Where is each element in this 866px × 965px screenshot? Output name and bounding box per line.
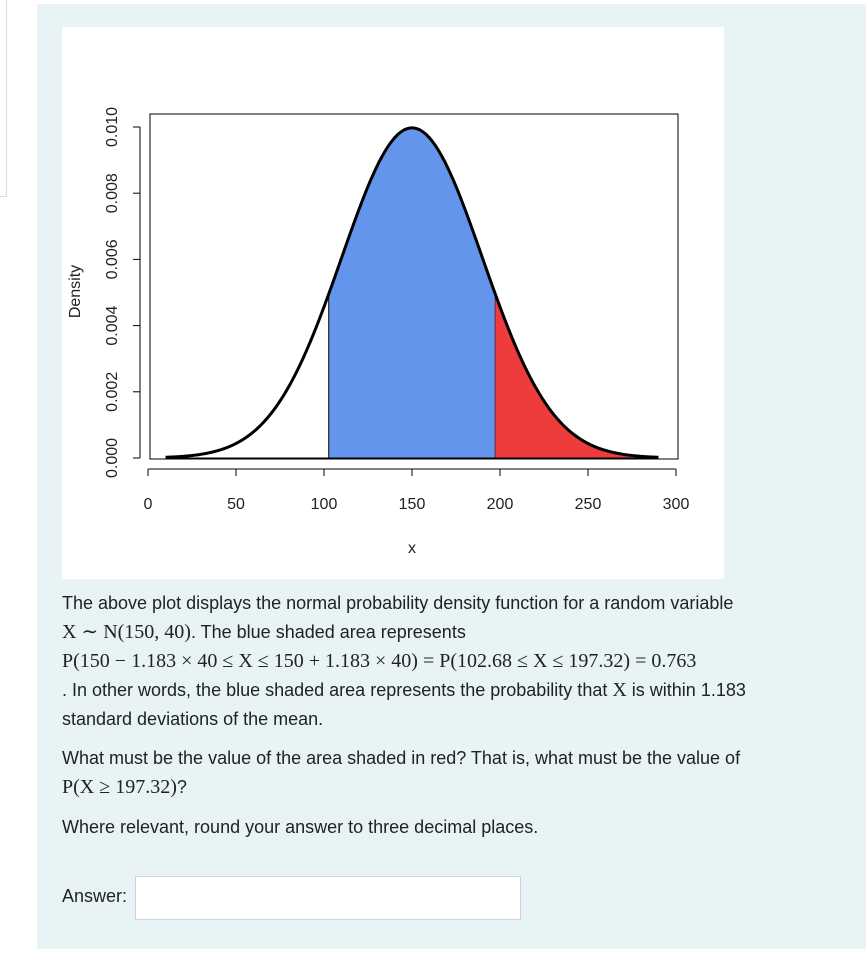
x-axis-title: x (408, 540, 416, 557)
y-tick-label: 0.000 (104, 438, 121, 478)
distribution-math: X ∼ N(150, 40) (62, 621, 191, 643)
probability-math: P(150 − 1.183 × 40 ≤ X ≤ 150 + 1.183 × 4… (62, 650, 697, 672)
question-line-7: P(X ≥ 197.32)? (62, 773, 862, 802)
question-text: . The blue shaded area represents (190, 622, 466, 642)
x-tick-label: 300 (663, 496, 690, 513)
x-tick-label: 100 (311, 496, 338, 513)
y-tick-label: 0.010 (104, 107, 121, 147)
question-text: What must be the value of the area shade… (62, 748, 741, 768)
question-text: . In other words, the blue shaded area r… (62, 680, 613, 700)
question-line-4: . In other words, the blue shaded area r… (62, 676, 862, 705)
x-tick-label: 50 (227, 496, 245, 513)
question-text: standard deviations of the mean. (62, 709, 324, 729)
density-curve (165, 126, 659, 459)
x-tick-label: 0 (144, 496, 153, 513)
y-tick-label: 0.008 (104, 173, 121, 213)
plot-frame (149, 113, 679, 460)
question-line-6: What must be the value of the area shade… (62, 744, 862, 773)
shaded-region-red (495, 294, 659, 458)
x-tick-label: 200 (487, 496, 514, 513)
shaded-region-blue (328, 127, 496, 459)
x-tick-label: 150 (399, 496, 426, 513)
x-tick-label: 250 (575, 496, 602, 513)
density-plot: 0 50 100 150 200 250 300 0.000 0.002 0.004 0.006 0.… (62, 27, 724, 579)
question-text: Where relevant, round your answer to thr… (62, 817, 539, 837)
answer-label: Answer: (62, 886, 128, 906)
question-line-2: X ∼ N(150, 40). The blue shaded area rep… (62, 618, 862, 647)
y-tick-label: 0.004 (104, 305, 121, 345)
answer-input[interactable] (135, 876, 521, 920)
question-text: The above plot displays the normal proba… (62, 593, 734, 613)
question-line-5: standard deviations of the mean. (62, 705, 862, 734)
question-text: is within 1.183 (626, 680, 746, 700)
left-edge-panel (0, 0, 7, 197)
question-line-3: P(150 − 1.183 × 40 ≤ X ≤ 150 + 1.183 × 4… (62, 647, 866, 676)
question-line-1: The above plot displays the normal proba… (62, 589, 862, 618)
y-axis-title: Density (67, 265, 84, 318)
rounding-instruction: Where relevant, round your answer to thr… (62, 813, 862, 842)
red-area-math: P(X ≥ 197.32) (62, 776, 177, 798)
question-text: ? (176, 777, 187, 797)
y-tick-label: 0.002 (104, 372, 121, 412)
variable-math: X (612, 679, 627, 701)
y-tick-label: 0.006 (104, 239, 121, 279)
density-chart-svg: 0 50 100 150 200 250 300 0.000 0.002 0.004 0.006 0.… (67, 107, 690, 557)
